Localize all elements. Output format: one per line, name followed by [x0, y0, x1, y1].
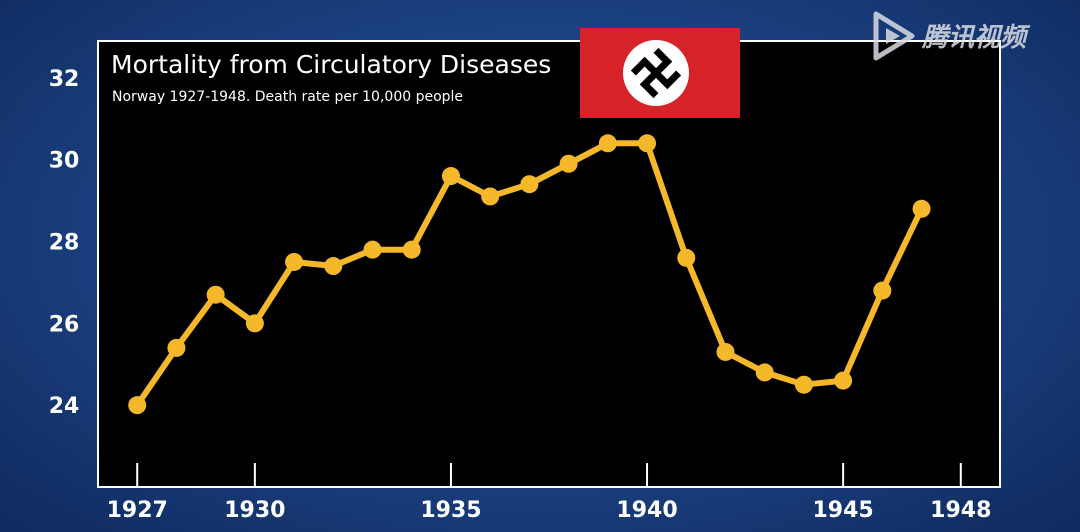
- data-point: [794, 375, 813, 394]
- chart-subtitle: Norway 1927-1948. Death rate per 10,000 …: [112, 89, 463, 105]
- data-point: [834, 371, 853, 390]
- swastika-symbol: [630, 47, 682, 99]
- x-tick-label: 1927: [107, 498, 168, 523]
- x-tick-label: 1930: [224, 498, 285, 523]
- tencent-video-play-icon: [873, 11, 915, 61]
- data-point: [755, 363, 774, 382]
- data-point: [285, 252, 304, 271]
- y-tick-label: 24: [49, 394, 80, 419]
- y-tick-label: 28: [49, 230, 80, 255]
- data-point: [206, 285, 225, 304]
- data-point: [128, 396, 147, 415]
- data-point: [324, 257, 343, 276]
- x-tick-label: 1940: [616, 498, 677, 523]
- swastika-flag-icon: [580, 28, 740, 118]
- data-point: [873, 281, 892, 300]
- data-point: [441, 167, 460, 186]
- watermark-text: 腾讯视频: [921, 23, 1031, 53]
- y-tick-label: 26: [49, 312, 80, 337]
- data-point: [638, 134, 657, 153]
- data-point: [912, 199, 931, 218]
- y-tick-label: 30: [49, 149, 80, 174]
- data-point: [598, 134, 617, 153]
- data-point: [716, 342, 735, 361]
- x-tick-label: 1945: [813, 498, 874, 523]
- series-layer: [128, 134, 931, 415]
- watermark: 腾讯视频: [873, 11, 1031, 61]
- axis-ticks: 1927 1930 1935 1940 1945 1948 24 26 28 30 32: [49, 67, 992, 523]
- data-point: [481, 187, 500, 206]
- data-point: [363, 240, 382, 259]
- x-tick-label: 1935: [420, 498, 481, 523]
- data-point: [245, 314, 264, 333]
- data-point: [167, 338, 186, 357]
- data-point: [559, 154, 578, 173]
- data-point: [402, 240, 421, 259]
- plot-area: [97, 40, 1001, 488]
- y-tick-label: 32: [49, 67, 80, 92]
- x-tick-label: 1948: [930, 498, 991, 523]
- data-point: [677, 248, 696, 267]
- data-point: [520, 175, 539, 194]
- chart-title: Mortality from Circulatory Diseases: [111, 50, 551, 79]
